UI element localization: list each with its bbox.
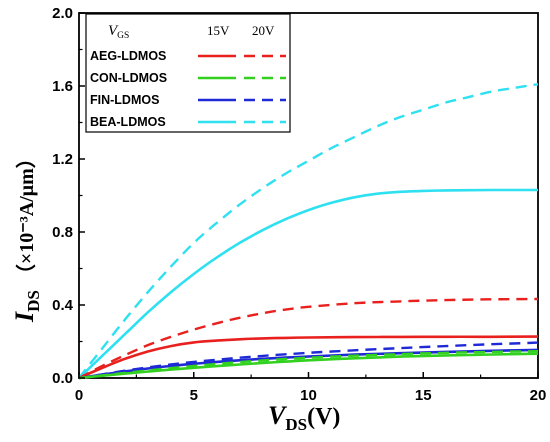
- y-tick-label: 1.6: [52, 78, 73, 95]
- series-layer: [78, 83, 539, 380]
- legend-label-aeg-ldmos: AEG-LDMOS: [90, 49, 166, 63]
- legend-label-bea-ldmos: BEA-LDMOS: [90, 115, 166, 129]
- x-tick-label: 10: [300, 387, 317, 404]
- x-tick-label: 0: [75, 387, 83, 404]
- x-tick-label: 15: [415, 387, 432, 404]
- plot-area: 0 5 10 15 20 0.0 0.4 0.8 1.2 1.6 2.0: [52, 5, 546, 404]
- series-line-aeg-ldmos-15v: [78, 335, 539, 380]
- y-tick-label: 1.2: [52, 151, 73, 168]
- series-line-bea-ldmos-15v: [78, 188, 538, 379]
- legend-label-con-ldmos: CON-LDMOS: [90, 71, 167, 85]
- legend-header-vgs: VGS: [108, 23, 129, 41]
- legend-col-15v: 15V: [207, 23, 230, 38]
- x-tick-label: 5: [190, 387, 198, 404]
- legend-label-fin-ldmos: FIN-LDMOS: [90, 93, 159, 107]
- legend-col-20v: 20V: [252, 23, 275, 38]
- y-tick-label: 0.8: [52, 224, 73, 241]
- x-tick-label: 20: [530, 387, 547, 404]
- legend-entries: AEG-LDMOS CON-LDMOS FIN-LDMOS BEA-LDMOS: [90, 49, 286, 129]
- y-tick-label: 0.0: [52, 370, 73, 387]
- ticks-layer: 0 5 10 15 20 0.0 0.4 0.8 1.2 1.6 2.0: [52, 5, 546, 404]
- legend: VGS 15V 20V AEG-LDMOS CON-LDMOS FIN-LDMOS B…: [85, 13, 291, 133]
- y-axis-title: IDS（×10⁻³A/μm）: [10, 148, 43, 323]
- y-tick-label: 0.4: [52, 297, 74, 314]
- legend-box: [85, 13, 291, 133]
- y-tick-label: 2.0: [52, 5, 73, 22]
- series-line-con-ldmos-15v: [78, 352, 539, 380]
- x-axis-title: VDS(V): [268, 401, 340, 434]
- series-line-aeg-ldmos-20v: [78, 297, 539, 380]
